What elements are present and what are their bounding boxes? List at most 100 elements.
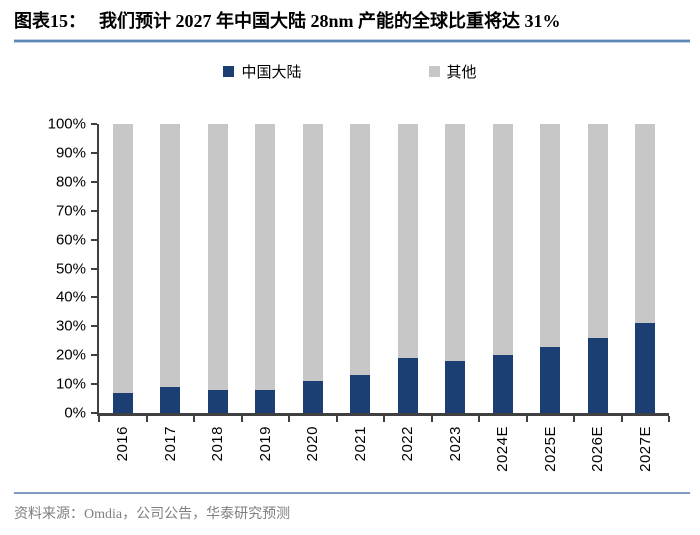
x-axis-label-slot: 2016 [99, 426, 147, 461]
x-axis-tick-label: 2016 [114, 426, 132, 462]
x-axis-label-slot: 2017 [147, 426, 195, 461]
stacked-bar [160, 124, 181, 413]
x-axis-tick-label: 2021 [351, 426, 369, 462]
x-axis-tick [573, 416, 575, 422]
bar-slot [622, 124, 670, 413]
bar-slot [384, 124, 432, 413]
bar-segment [207, 389, 228, 413]
y-axis-tick-label: 50% [55, 260, 86, 277]
bar-slot [574, 124, 622, 413]
bar-segment [492, 124, 513, 356]
y-axis-tick [91, 151, 97, 154]
x-axis-label-slot: 2019 [242, 426, 290, 461]
bar-segment [445, 360, 466, 413]
y-axis-tick [91, 412, 97, 414]
y-axis-tick-label: 60% [55, 231, 86, 249]
bar-slot [99, 124, 147, 413]
stacked-bar [635, 124, 656, 413]
title-underline [14, 39, 690, 43]
y-axis-tick [91, 354, 97, 357]
x-axis-tick-label: 2018 [209, 426, 227, 462]
legend-item-china: 中国大陆 [223, 61, 302, 82]
x-axis-tick [620, 416, 623, 422]
x-axis-tick-label: 2024E [494, 426, 512, 472]
stacked-bar [587, 124, 608, 413]
bar-segment [350, 375, 371, 413]
stacked-bar [445, 124, 466, 413]
x-axis-tick [478, 416, 480, 422]
x-axis-tick-label: 2022 [399, 426, 417, 462]
x-axis-label-slot: 2021 [337, 426, 385, 461]
x-axis-label-slot: 2022 [384, 426, 432, 461]
bar-segment [302, 124, 323, 382]
y-axis-tick [91, 325, 97, 328]
y-axis-tick-label: 70% [55, 202, 86, 220]
plot-area: 0% 10% 20% 30% 40% 50% 60% 70% 80% 90% 100% 2016 201… [48, 117, 670, 472]
y-axis-tick-label: 100% [47, 115, 86, 133]
bar-segment [540, 346, 561, 413]
bar-segment [350, 124, 371, 376]
bar-segment [207, 124, 228, 390]
x-axis-tick [193, 416, 195, 422]
x-axis-tick [383, 416, 385, 422]
stacked-bar [112, 124, 133, 413]
x-axis-tick-label: 2023 [446, 426, 464, 462]
y-axis-tick-label: 20% [55, 346, 86, 364]
x-axis-label-slot: 2027E [622, 426, 670, 472]
x-axis-tick-label: 2026E [589, 426, 607, 472]
bar-slot [432, 124, 480, 413]
stacked-bar [255, 124, 276, 413]
x-axis-label-slot: 2018 [194, 426, 242, 461]
x-axis-tick-label: 2027E [636, 426, 654, 472]
bar-segment [397, 124, 418, 359]
x-axis-label-slot: 2020 [289, 426, 337, 461]
bar-segment [160, 387, 181, 413]
bar-slot [289, 124, 337, 413]
y-axis-tick-label: 30% [55, 317, 86, 335]
bar-segment [302, 381, 323, 413]
x-axis-label-slot: 2023 [432, 426, 480, 461]
y-axis-tick [91, 209, 97, 212]
bar-segment [587, 124, 608, 338]
x-axis-tick [430, 416, 433, 422]
bar-segment [587, 337, 608, 413]
x-axis-tick [288, 416, 290, 422]
y-axis-tick [91, 296, 97, 299]
y-axis-tick [91, 383, 97, 386]
y-axis-tick-label: 0% [64, 404, 86, 422]
figure-number-label: 图表15： [14, 11, 86, 31]
stacked-bar [492, 124, 513, 413]
stacked-bar [540, 124, 561, 413]
bar-segment [635, 124, 656, 324]
bar-segment [255, 124, 276, 390]
x-axis-tick [98, 416, 100, 422]
bar-slot [242, 124, 290, 413]
x-axis-label-slot: 2025E [527, 426, 575, 472]
legend-swatch-other [428, 66, 440, 77]
bars-container [99, 124, 669, 413]
bar-segment [540, 124, 561, 347]
bar-segment [112, 124, 133, 393]
x-axis-label-slot: 2024E [479, 426, 527, 472]
x-axis-label-slot: 2026E [574, 426, 622, 472]
legend-label-other: 其他 [446, 65, 477, 81]
x-axis-tick-label: 2019 [256, 426, 274, 462]
bar-segment [397, 358, 418, 413]
bar-slot [194, 124, 242, 413]
x-axis-tick-label: 2017 [161, 426, 179, 462]
bar-segment [255, 389, 276, 413]
x-axis-tick [335, 416, 338, 422]
legend-item-other: 其他 [428, 61, 477, 82]
stacked-bar [350, 124, 371, 413]
stacked-bar [302, 124, 323, 413]
y-axis-tick [91, 267, 97, 270]
bar-slot [527, 124, 575, 413]
y-axis-tick [91, 180, 97, 183]
x-axis-tick [145, 416, 148, 422]
x-axis-tick [240, 416, 243, 422]
x-axis-tick-label: 2020 [304, 426, 322, 462]
bar-segment [635, 323, 656, 413]
figure-title-text: 我们预计 2027 年中国大陆 28nm 产能的全球比重将达 31% [99, 11, 561, 31]
bar-segment [492, 355, 513, 413]
